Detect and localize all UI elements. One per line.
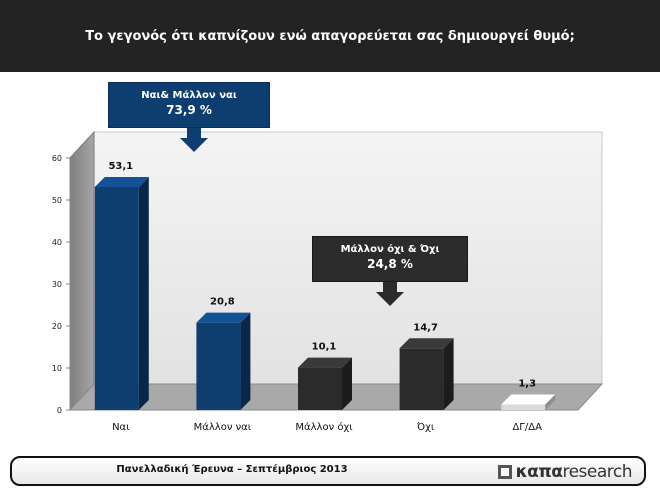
bar-top-face (196, 312, 251, 323)
bar-front-face (399, 348, 444, 410)
bar-value-label: 20,8 (210, 297, 235, 308)
bar-top-face (399, 338, 454, 349)
kapa-research-logo: καπα research (497, 462, 632, 482)
logo-kapa-text: καπα (515, 462, 563, 482)
bar-side-face (240, 312, 251, 410)
callout-no-total: Μάλλον όχι & Όχι 24,8 % (312, 236, 468, 282)
chart-title-bar: Το γεγονός ότι καπνίζουν ενώ απαγορεύετα… (0, 0, 660, 72)
y-tick-label: 0 (57, 406, 62, 415)
logo-mark-icon (497, 465, 512, 479)
bar-side-face (545, 394, 556, 410)
y-tick-label: 40 (52, 238, 62, 247)
bar-value-label: 1,3 (518, 379, 536, 390)
callout-yes-arrow-icon (180, 128, 208, 152)
bar-front-face (94, 186, 139, 410)
chart-title: Το γεγονός ότι καπνίζουν ενώ απαγορεύετα… (85, 28, 575, 44)
bar-side-face (342, 357, 352, 410)
bar-5 (501, 394, 556, 410)
y-tick-label: 60 (52, 154, 62, 163)
callout-no-label: Μάλλον όχι & Όχι (340, 244, 440, 255)
y-tick-label: 50 (52, 196, 62, 205)
footer-bar: Πανελλαδική Έρευνα – Σεπτέμβριος 2013 κα… (10, 456, 646, 486)
callout-yes-value: 73,9 % (166, 103, 212, 117)
category-label: Όχι (416, 421, 435, 433)
callout-no-value: 24,8 % (367, 257, 413, 271)
y-tick-label: 20 (52, 322, 62, 331)
callout-no-arrow-icon (376, 282, 404, 306)
y-tick-label: 10 (52, 364, 62, 373)
bar-value-label: 14,7 (413, 322, 438, 333)
bar-4 (399, 338, 454, 410)
logo-research-text: research (562, 462, 632, 482)
bar-front-face (298, 367, 342, 410)
bar-value-label: 10,1 (312, 342, 337, 353)
category-label: Μάλλον ναι (194, 421, 252, 433)
bar-value-label: 53,1 (108, 161, 133, 172)
bar-side-face (138, 176, 149, 410)
bar-top-face (94, 176, 149, 187)
footer-text: Πανελλαδική Έρευνα – Σεπτέμβριος 2013 (116, 464, 348, 475)
bar-3 (298, 357, 352, 410)
bar-front-face (196, 322, 241, 410)
category-label: Ναι (112, 422, 130, 433)
y-tick-label: 30 (52, 280, 62, 289)
bar-top-face (501, 394, 556, 405)
category-label: Μάλλον όχι (295, 421, 353, 433)
category-label: ΔΓ/ΔΑ (512, 422, 542, 433)
bar-front-face (501, 404, 546, 410)
bar-side-face (443, 338, 454, 410)
chart-side-wall (69, 130, 95, 412)
bar-1 (94, 176, 149, 410)
bar-2 (196, 312, 251, 410)
callout-yes-total: Ναι& Μάλλον ναι 73,9 % (108, 82, 270, 128)
bar-top-face (298, 357, 352, 368)
callout-yes-label: Ναι& Μάλλον ναι (141, 90, 237, 101)
